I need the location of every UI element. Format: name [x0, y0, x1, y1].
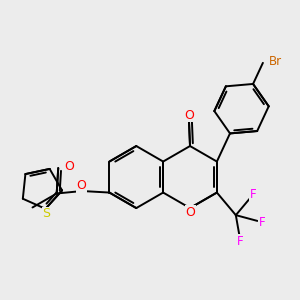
- Text: O: O: [184, 109, 194, 122]
- Text: O: O: [186, 206, 196, 218]
- Text: F: F: [237, 235, 244, 248]
- Text: F: F: [250, 188, 256, 201]
- Text: S: S: [43, 207, 50, 220]
- Text: Br: Br: [268, 55, 282, 68]
- Text: O: O: [64, 160, 74, 173]
- Text: F: F: [258, 216, 265, 229]
- Text: O: O: [76, 179, 86, 192]
